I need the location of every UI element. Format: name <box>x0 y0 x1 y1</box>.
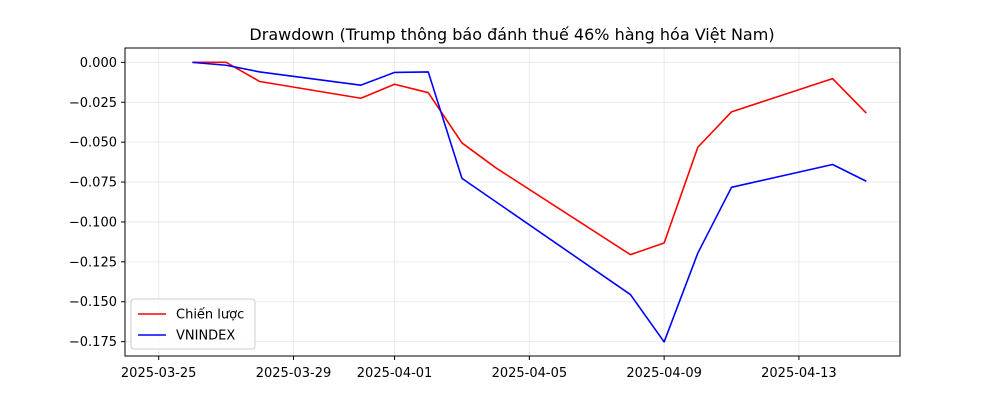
x-tick-label: 2025-03-25 <box>121 366 197 381</box>
series-line-strategy <box>192 61 867 256</box>
y-tick-label: −0.125 <box>69 255 117 270</box>
x-tick-label: 2025-04-01 <box>357 366 433 381</box>
x-tick-label: 2025-03-29 <box>256 366 332 381</box>
x-tick-label: 2025-04-05 <box>492 366 568 381</box>
legend-label: Chiến lược <box>176 308 244 323</box>
y-tick-label: −0.050 <box>69 136 117 151</box>
y-axis: 0.000 −0.025 −0.050 −0.075 −0.100 −0.125 −0.15… <box>69 56 125 350</box>
x-axis: 2025-03-25 2025-03-29 2025-04-01 2025-04-05… <box>121 356 837 381</box>
plot-frame <box>124 47 901 357</box>
y-tick-label: −0.175 <box>69 335 117 350</box>
y-tick-label: −0.025 <box>69 96 117 111</box>
legend: Chiến lược VNINDEX <box>130 298 256 350</box>
series-line-vnindex <box>192 61 867 343</box>
legend-box <box>130 298 256 350</box>
y-tick-label: −0.075 <box>69 176 117 191</box>
chart-title: Drawdown (Trump thông báo đánh thuế 46% … <box>249 25 774 44</box>
x-tick-label: 2025-04-13 <box>761 366 837 381</box>
series-layer <box>192 61 867 343</box>
y-tick-label: −0.100 <box>69 215 117 230</box>
y-tick-label: −0.150 <box>69 295 117 310</box>
y-tick-label: 0.000 <box>80 56 117 71</box>
x-tick-label: 2025-04-09 <box>626 366 702 381</box>
legend-label: VNINDEX <box>176 329 235 344</box>
